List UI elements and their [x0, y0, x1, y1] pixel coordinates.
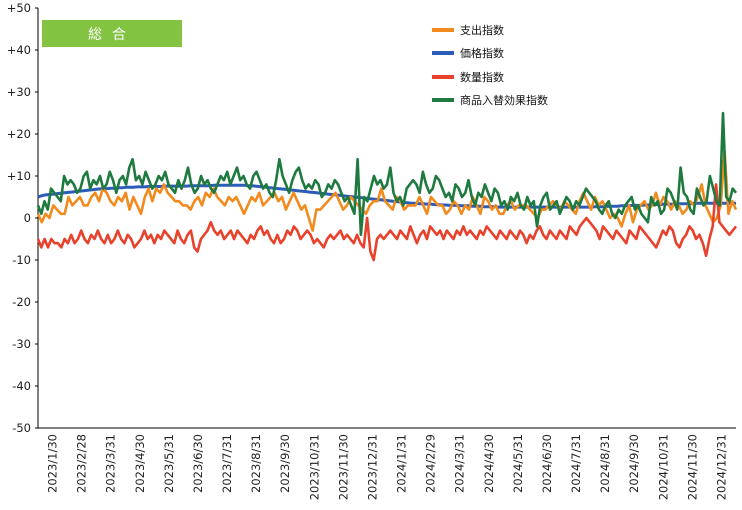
legend-label-spending: 支出指数: [460, 23, 504, 37]
y-tick-label: 0: [24, 211, 31, 225]
x-tick-label: 2024/11/30: [685, 434, 699, 500]
x-axis: 2023/1/30 2023/2/28 2023/3/31 2023/4/30 2023…: [38, 427, 736, 500]
x-tick-label: 2023/9/30: [278, 434, 292, 493]
x-tick-label: 2023/4/30: [133, 434, 147, 493]
x-tick-label: 2023/12/31: [365, 434, 379, 500]
series-line: [36, 149, 738, 232]
x-tick-label: 2023/11/30: [336, 434, 350, 500]
legend-swatch-replacement: [432, 98, 454, 103]
legend-label-replacement: 商品入替効果指数: [460, 94, 548, 108]
x-tick-label: 2023/3/31: [104, 434, 118, 493]
series-line: [36, 183, 738, 262]
y-tick-label: +10: [7, 169, 31, 183]
chart-badge: 総合: [42, 20, 182, 47]
x-tick-label: 2024/7/31: [569, 434, 583, 493]
x-tick-label: 2024/2/29: [424, 434, 438, 493]
y-tick-label: -40: [12, 379, 31, 393]
x-tick-label: 2023/2/28: [75, 434, 89, 493]
series-lines: [36, 111, 738, 262]
y-tick-label: -30: [12, 337, 31, 351]
x-tick-label: 2024/6/30: [540, 434, 554, 493]
y-tick-label: +30: [7, 85, 31, 99]
x-tick-label: 2023/7/31: [220, 434, 234, 493]
x-tick-label: 2024/8/31: [598, 434, 612, 493]
x-tick-label: 2023/6/30: [191, 434, 205, 493]
y-tick-label: +50: [7, 1, 31, 15]
legend-item-replacement: 商品入替効果指数: [432, 89, 548, 113]
y-tick-label: -50: [12, 421, 31, 435]
y-tick-label: +20: [7, 127, 31, 141]
legend: 支出指数 価格指数 数量指数 商品入替効果指数: [432, 18, 548, 112]
x-tick-label: 2023/10/31: [307, 434, 321, 500]
x-tick-label: 2024/12/31: [714, 434, 728, 500]
x-tick-label: 2024/4/30: [482, 434, 496, 493]
y-axis: +50 +40 +30 +20 +10 0 -10 -20 -30 -40 -50: [7, 1, 39, 435]
legend-item-quantity: 数量指数: [432, 65, 548, 89]
legend-label-quantity: 数量指数: [460, 70, 504, 84]
series-line: [36, 111, 738, 237]
y-tick-label: -20: [12, 295, 31, 309]
y-tick-label: -10: [12, 253, 31, 267]
legend-item-spending: 支出指数: [432, 18, 548, 42]
legend-item-price: 価格指数: [432, 42, 548, 66]
x-tick-label: 2023/5/31: [162, 434, 176, 493]
legend-swatch-spending: [432, 27, 454, 32]
legend-label-price: 価格指数: [460, 47, 504, 61]
x-tick-label: 2024/1/31: [395, 434, 409, 493]
x-tick-label: 2024/10/31: [656, 434, 670, 500]
x-tick-label: 2024/5/31: [511, 434, 525, 493]
x-tick-label: 2024/9/30: [627, 434, 641, 493]
legend-swatch-price: [432, 51, 454, 56]
x-tick-label: 2024/3/31: [453, 434, 467, 493]
y-tick-label: +40: [7, 43, 31, 57]
x-tick-label: 2023/1/30: [46, 434, 60, 493]
legend-swatch-quantity: [432, 74, 454, 79]
x-tick-label: 2023/8/31: [249, 434, 263, 493]
